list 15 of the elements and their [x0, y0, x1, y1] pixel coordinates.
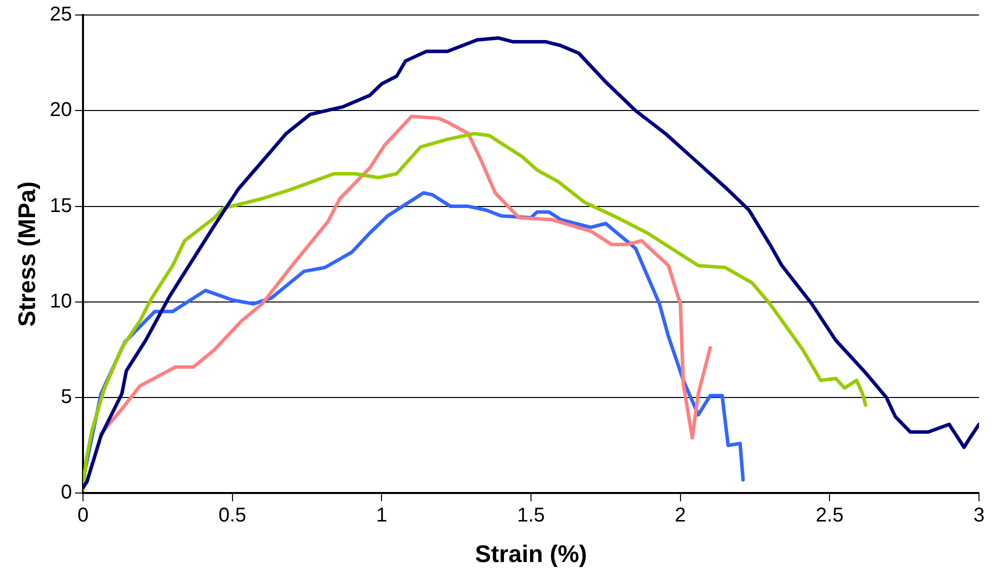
x-tick-label: 1 [376, 504, 388, 527]
y-axis-title: Stress (MPa) [14, 181, 42, 327]
x-tick-label: 3 [973, 504, 985, 527]
x-tick-label: 2 [674, 504, 686, 527]
x-tick-label: 0 [77, 504, 89, 527]
x-tick-label: 0.5 [218, 504, 246, 527]
x-tick-label: 1.5 [517, 504, 545, 527]
y-tick-label: 5 [60, 386, 72, 408]
x-tick-label: 2.5 [816, 504, 844, 527]
y-tick-label: 20 [50, 99, 72, 122]
y-tick-label: 10 [50, 290, 72, 312]
y-tick-label: 25 [50, 4, 72, 26]
x-axis-title: Strain (%) [475, 541, 588, 568]
y-tick-label: 15 [50, 194, 72, 217]
y-tick-label: 0 [60, 482, 72, 504]
